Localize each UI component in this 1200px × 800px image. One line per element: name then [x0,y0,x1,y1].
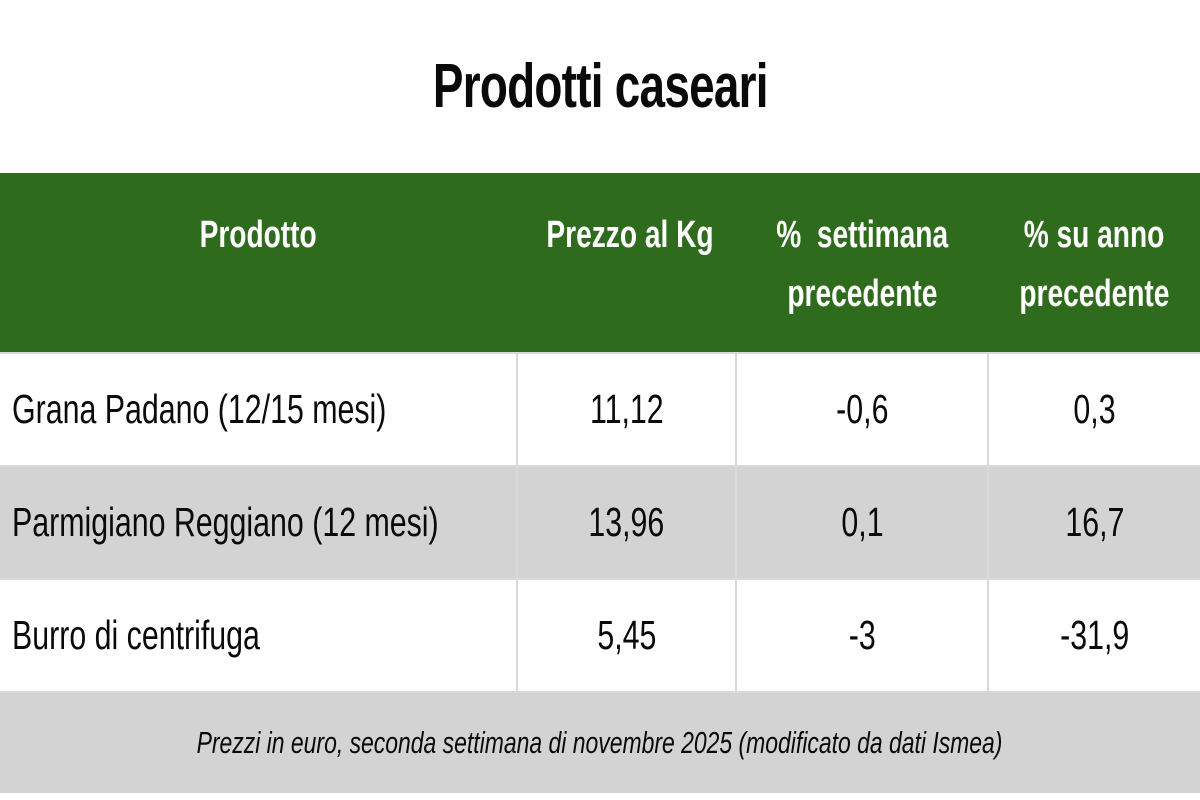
page-title: Prodotti caseari [432,52,769,121]
product-name-cell: Grana Padano (12/15 mesi) [0,353,517,466]
column-header-settimana: % settimana precedente [736,173,988,354]
year-change-cell: -31,9 [987,578,1200,693]
table-header: Prodotto Prezzo al Kg % settimana preced… [0,173,1200,354]
title-band: Prodotti caseari [0,0,1200,173]
column-header-anno: % su anno precedente [988,173,1200,354]
source-footnote: Prezzi in euro, seconda settimana di nov… [0,693,1200,793]
price-cell: 11,12 [516,353,736,466]
price-cell: 13,96 [516,465,736,579]
column-header-prezzo: Prezzo al Kg [517,173,736,354]
product-name-cell: Burro di centrifuga [0,578,517,693]
footnote-text: Prezzi in euro, seconda settimana di nov… [197,725,1003,760]
column-header-prodotto: Prodotto [0,173,517,354]
price-cell: 5,45 [516,578,736,693]
price-table: Prodotto Prezzo al Kg % settimana preced… [0,173,1200,693]
year-change-cell: 0,3 [987,353,1200,466]
week-change-cell: 0,1 [735,465,988,579]
table-row-parmigiano-reggiano: Parmigiano Reggiano (12 mesi) 13,96 0,1 … [0,465,1200,579]
week-change-cell: -3 [735,578,988,693]
table-row-grana-padano: Grana Padano (12/15 mesi) 11,12 -0,6 0,3 [0,353,1200,466]
table-row-burro-di-centrifuga: Burro di centrifuga 5,45 -3 -31,9 [0,578,1200,693]
year-change-cell: 16,7 [987,465,1200,579]
week-change-cell: -0,6 [735,353,988,466]
product-name-cell: Parmigiano Reggiano (12 mesi) [0,465,517,579]
